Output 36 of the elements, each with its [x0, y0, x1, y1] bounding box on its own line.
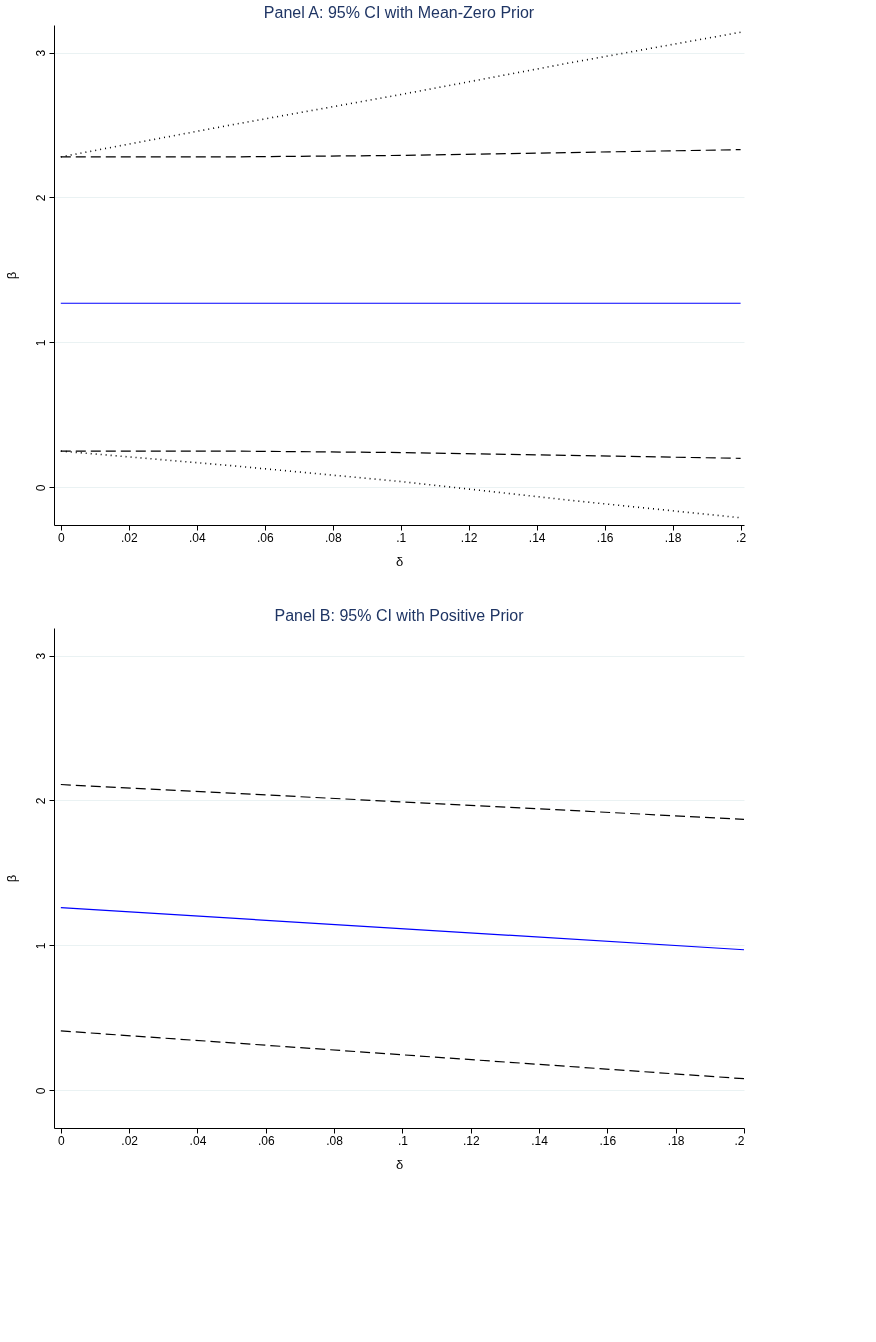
x-tick-label: .16 [599, 1133, 617, 1148]
y-tick-label: 2 [33, 194, 48, 202]
x-tick-label: .14 [531, 1133, 549, 1148]
x-tick-label: .08 [324, 530, 342, 545]
x-tick-label: 0 [57, 530, 65, 545]
x-tick-label: .12 [462, 1133, 480, 1148]
chart-title: Panel A: 95% CI with Mean-Zero Prior [263, 4, 535, 21]
x-tick-label: .18 [667, 1133, 685, 1148]
x-tick-label: .14 [528, 530, 546, 545]
x-tick-label: .06 [256, 530, 274, 545]
x-tick-label: .2 [736, 530, 747, 545]
y-axis-title: β [3, 271, 19, 280]
y-axis-title: β [3, 874, 19, 883]
x-tick-label: 0 [57, 1133, 65, 1148]
y-tick-label: 2 [33, 797, 48, 805]
x-tick-label: .1 [396, 530, 407, 545]
y-tick-label: 0 [33, 1087, 48, 1095]
x-axis-title: δ [395, 1156, 404, 1172]
chart-title: Panel B: 95% CI with Positive Prior [274, 607, 525, 624]
x-tick-label: .18 [664, 530, 682, 545]
y-tick-label: 1 [33, 942, 48, 950]
x-tick-label: .08 [326, 1133, 344, 1148]
y-tick-label: 3 [33, 652, 48, 660]
x-tick-label: .02 [121, 1133, 139, 1148]
x-axis-title: δ [395, 553, 404, 569]
x-tick-label: .02 [120, 530, 138, 545]
x-tick-label: .2 [734, 1133, 745, 1148]
x-tick-label: .1 [397, 1133, 409, 1148]
y-tick-label: 3 [33, 49, 48, 57]
y-tick-label: 0 [33, 484, 48, 492]
x-tick-label: .12 [460, 530, 478, 545]
y-tick-label: 1 [33, 339, 48, 347]
x-tick-label: .06 [257, 1133, 275, 1148]
x-tick-label: .04 [189, 1133, 207, 1148]
x-tick-label: .04 [188, 530, 206, 545]
x-tick-label: .16 [596, 530, 614, 545]
